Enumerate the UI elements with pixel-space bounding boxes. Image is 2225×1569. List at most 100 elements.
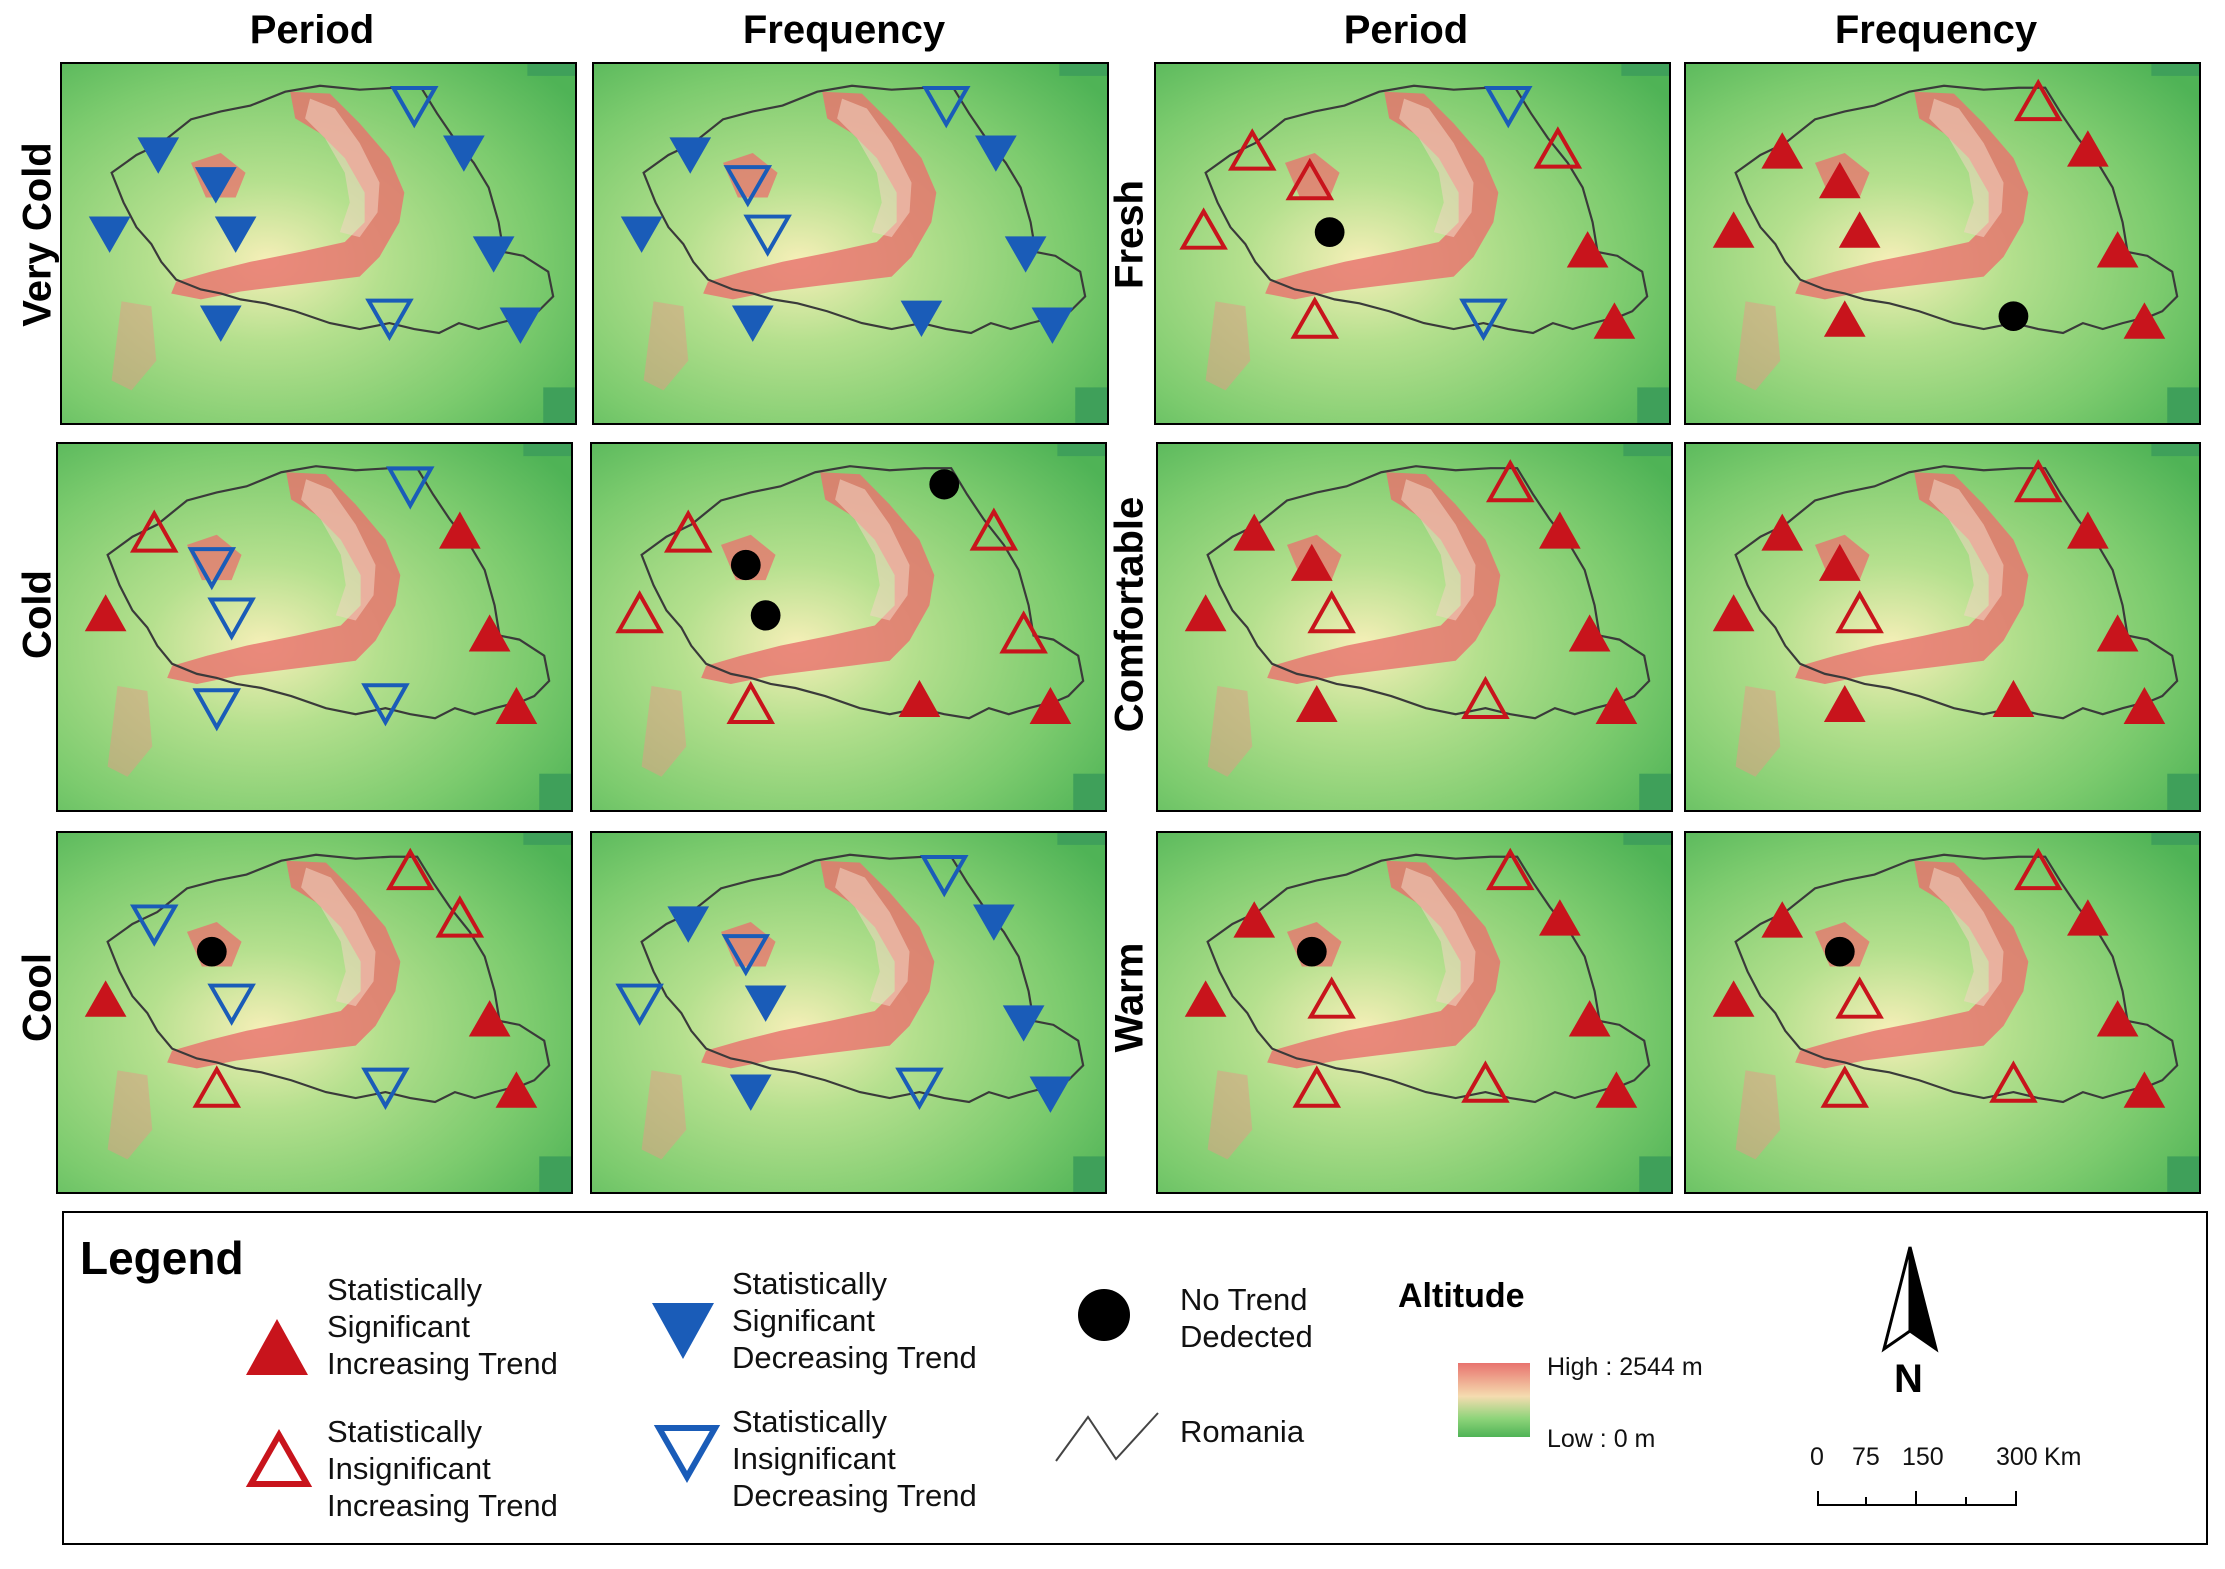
significant-increasing-marker xyxy=(1761,901,1804,938)
significant-increasing-marker xyxy=(1568,614,1611,652)
insignificant-increasing-marker xyxy=(1179,207,1228,250)
insignificant-decreasing-marker xyxy=(207,597,256,641)
map-canvas xyxy=(58,833,571,1192)
significant-increasing-marker xyxy=(2067,899,2109,936)
significant-increasing-marker xyxy=(495,686,538,725)
romania-border xyxy=(106,853,551,1104)
significant-increasing-marker xyxy=(1184,594,1227,632)
insignificant-decreasing-marker xyxy=(207,983,256,1026)
altitude-color-ramp xyxy=(1458,1363,1530,1437)
significant-decreasing-marker xyxy=(1031,307,1074,344)
insignificant-increasing-marker xyxy=(1485,847,1535,891)
insignificant-decreasing-marker xyxy=(192,688,242,732)
carpathian-mountains xyxy=(1207,472,1501,777)
significant-increasing-marker xyxy=(1566,231,1609,268)
significant-decreasing-marker xyxy=(667,906,710,943)
insignificant-decreasing-marker xyxy=(361,1067,410,1110)
insignificant-increasing-marker xyxy=(999,610,1048,654)
carpathian-mountains xyxy=(107,860,401,1160)
insignificant-decreasing-marker xyxy=(721,934,771,977)
insignificant-increasing-marker xyxy=(385,847,435,891)
significant-decreasing-marker xyxy=(499,307,542,344)
significant-increasing-marker xyxy=(2067,511,2109,549)
insignificant-decreasing-marker xyxy=(723,165,773,208)
insignificant-decreasing-icon xyxy=(653,1425,721,1484)
insignificant-increasing-icon xyxy=(245,1428,313,1487)
significant-increasing-marker xyxy=(1818,161,1861,199)
significant-decreasing-marker xyxy=(620,216,663,253)
scale-label-300: 300 xyxy=(1996,1443,2038,1471)
column-header-frequency-right: Frequency xyxy=(1834,8,2038,52)
significant-increasing-marker xyxy=(1539,511,1581,549)
significant-decreasing-marker xyxy=(194,167,237,204)
insignificant-increasing-marker xyxy=(2013,78,2063,122)
no-trend-icon xyxy=(1078,1289,1130,1341)
no-trend-marker xyxy=(730,549,761,581)
altitude-low-label: Low : 0 m xyxy=(1547,1425,1656,1453)
significant-decreasing-marker xyxy=(137,137,180,174)
significant-decreasing-marker xyxy=(729,1074,772,1111)
significant-increasing-marker xyxy=(1712,980,1755,1017)
no-trend-marker xyxy=(196,936,227,967)
insignificant-increasing-marker xyxy=(1989,1060,2038,1103)
significant-decreasing-marker xyxy=(88,216,131,253)
significant-increasing-marker xyxy=(1233,901,1276,938)
legend-label-sd: Statistically Significant Decreasing Trend xyxy=(732,1266,977,1375)
significant-increasing-marker xyxy=(2123,686,2166,725)
significant-increasing-marker xyxy=(1595,1071,1638,1108)
insignificant-increasing-marker xyxy=(1461,675,1510,720)
legend-label-nt: No Trend Dedected xyxy=(1180,1282,1313,1354)
insignificant-increasing-marker xyxy=(1227,128,1277,171)
insignificant-increasing-marker xyxy=(129,509,179,553)
significant-increasing-marker xyxy=(2123,1071,2166,1108)
legend-title: Legend xyxy=(80,1232,244,1284)
insignificant-increasing-marker xyxy=(663,509,713,553)
significant-increasing-marker xyxy=(84,980,127,1017)
map-panel xyxy=(1156,442,1673,812)
no-trend-marker xyxy=(1998,301,2029,332)
insignificant-decreasing-marker xyxy=(919,855,969,898)
significant-increasing-marker xyxy=(1838,211,1881,248)
insignificant-increasing-marker xyxy=(2013,459,2063,503)
romania-border xyxy=(1734,465,2179,720)
significant-decreasing-marker xyxy=(199,305,242,342)
map-panel xyxy=(590,831,1107,1194)
insignificant-decreasing-marker xyxy=(921,86,971,129)
insignificant-decreasing-marker xyxy=(187,547,237,591)
romania-border xyxy=(640,465,1085,720)
significant-increasing-marker xyxy=(2096,1000,2139,1037)
significant-decreasing-marker xyxy=(975,135,1017,172)
romania-border xyxy=(1204,84,1649,335)
carpathian-mountains xyxy=(643,91,937,391)
insignificant-increasing-marker xyxy=(1835,976,1884,1019)
map-canvas xyxy=(592,444,1105,810)
map-canvas xyxy=(1156,64,1669,423)
significant-decreasing-marker xyxy=(731,305,774,342)
significant-decreasing-marker xyxy=(1004,236,1047,273)
significant-decreasing-marker xyxy=(669,137,712,174)
north-arrow-icon xyxy=(1881,1246,1939,1353)
map-panel xyxy=(592,62,1109,425)
map-panel xyxy=(1684,831,2201,1194)
significant-decreasing-marker xyxy=(900,300,943,337)
significant-increasing-marker xyxy=(1233,513,1276,551)
column-header-period-right: Period xyxy=(1343,8,1469,52)
legend-label-romania: Romania xyxy=(1180,1414,1305,1449)
insignificant-decreasing-marker xyxy=(129,904,179,947)
map-canvas xyxy=(1158,444,1671,810)
significant-increasing-marker xyxy=(1568,1000,1611,1037)
insignificant-increasing-marker xyxy=(1485,459,1535,503)
legend-label-id: Statistically Insignificant Decreasing Tre… xyxy=(732,1404,977,1513)
romania-border-icon xyxy=(1055,1412,1159,1462)
significant-increasing-marker xyxy=(1593,302,1636,339)
map-canvas xyxy=(594,64,1107,423)
row-label-cool: Cool xyxy=(15,953,60,1042)
significant-increasing-marker xyxy=(1992,679,2035,717)
significant-increasing-marker xyxy=(1184,980,1227,1017)
map-panel xyxy=(1684,62,2201,425)
map-panel xyxy=(1156,831,1673,1194)
significant-increasing-marker xyxy=(1818,543,1861,581)
map-panel xyxy=(56,831,573,1194)
insignificant-increasing-marker xyxy=(1533,126,1583,169)
